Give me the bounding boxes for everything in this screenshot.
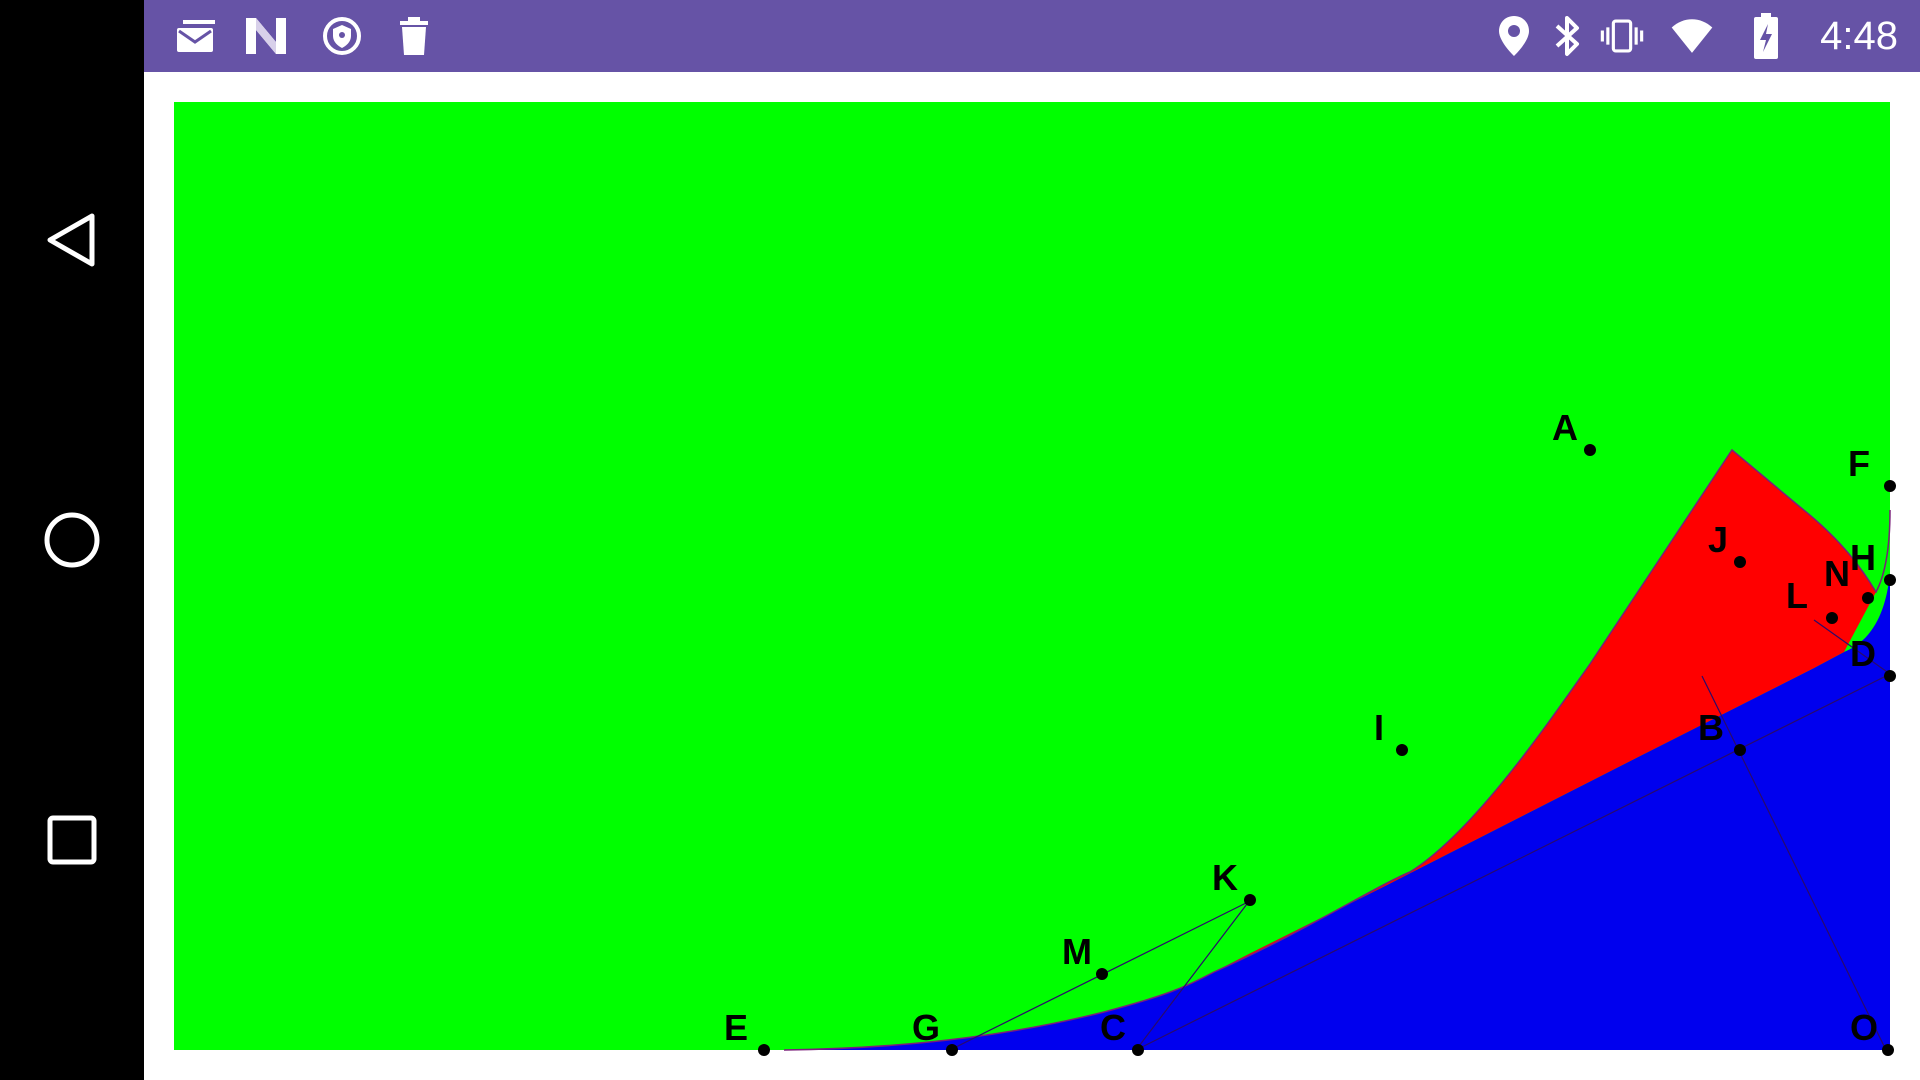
point-d[interactable]: D — [1850, 633, 1896, 682]
home-button[interactable] — [32, 500, 112, 580]
point-label: E — [724, 1007, 748, 1048]
point-label: F — [1848, 443, 1870, 484]
recents-icon — [47, 815, 97, 865]
point-label: I — [1374, 707, 1384, 748]
clock-time: 4:48 — [1820, 14, 1898, 58]
point-label: G — [912, 1007, 940, 1048]
red-region — [1214, 450, 1876, 972]
n-notification-icon[interactable] — [244, 14, 288, 58]
point-e[interactable]: E — [724, 1007, 770, 1056]
point-h[interactable]: H — [1850, 537, 1896, 586]
construction-lines — [949, 619, 1891, 1051]
point-label: J — [1708, 519, 1728, 560]
point-dot[interactable] — [946, 1044, 958, 1056]
point-dot[interactable] — [1244, 894, 1256, 906]
point-m[interactable]: M — [1062, 931, 1108, 980]
back-button[interactable] — [32, 200, 112, 280]
point-o[interactable]: O — [1850, 1007, 1894, 1056]
point-a[interactable]: A — [1552, 407, 1596, 456]
points-layer: A F J HNL D I B K M E G C O — [724, 407, 1896, 1056]
home-icon — [44, 512, 100, 568]
point-i[interactable]: I — [1374, 707, 1408, 756]
recents-button[interactable] — [32, 800, 112, 880]
point-n[interactable]: N — [1824, 553, 1874, 604]
point-dot[interactable] — [1884, 480, 1896, 492]
point-label: L — [1786, 575, 1808, 616]
point-dot[interactable] — [1884, 670, 1896, 682]
point-dot[interactable] — [1882, 1044, 1894, 1056]
wifi-icon — [1670, 14, 1714, 58]
point-f[interactable]: F — [1848, 443, 1896, 492]
point-label: H — [1850, 537, 1876, 578]
point-label: C — [1100, 1007, 1126, 1048]
bluetooth-icon — [1546, 14, 1590, 58]
point-dot[interactable] — [758, 1044, 770, 1056]
point-label: O — [1850, 1007, 1878, 1048]
point-g[interactable]: G — [912, 1007, 958, 1056]
vpn-shield-icon[interactable] — [320, 14, 364, 58]
point-dot[interactable] — [1734, 744, 1746, 756]
point-dot[interactable] — [1584, 444, 1596, 456]
point-l[interactable]: L — [1786, 575, 1838, 624]
point-label: N — [1824, 553, 1850, 594]
point-label: M — [1062, 931, 1092, 972]
point-dot[interactable] — [1132, 1044, 1144, 1056]
geometry-canvas[interactable]: A F J HNL D I B K M E G C O — [144, 72, 1920, 1080]
point-label: D — [1850, 633, 1876, 674]
trash-icon[interactable] — [392, 14, 436, 58]
point-dot[interactable] — [1826, 612, 1838, 624]
status-bar: 4:48 — [144, 0, 1920, 72]
vibrate-icon — [1600, 14, 1644, 58]
point-dot[interactable] — [1734, 556, 1746, 568]
point-label: K — [1212, 857, 1238, 898]
battery-charging-icon — [1744, 13, 1788, 59]
point-label: B — [1698, 707, 1724, 748]
point-j[interactable]: J — [1708, 519, 1746, 568]
navigation-bar — [0, 0, 144, 1080]
point-dot[interactable] — [1884, 574, 1896, 586]
point-dot[interactable] — [1096, 968, 1108, 980]
location-pin-icon — [1492, 14, 1536, 58]
point-k[interactable]: K — [1212, 857, 1256, 906]
point-dot[interactable] — [1862, 592, 1874, 604]
blue-region — [784, 572, 1890, 1050]
point-b[interactable]: B — [1698, 707, 1746, 756]
sms-message-icon[interactable] — [174, 14, 218, 58]
point-dot[interactable] — [1396, 744, 1408, 756]
back-icon — [47, 213, 95, 267]
upper-curve — [783, 448, 1891, 1051]
point-c[interactable]: C — [1100, 1007, 1144, 1056]
point-label: A — [1552, 407, 1578, 448]
